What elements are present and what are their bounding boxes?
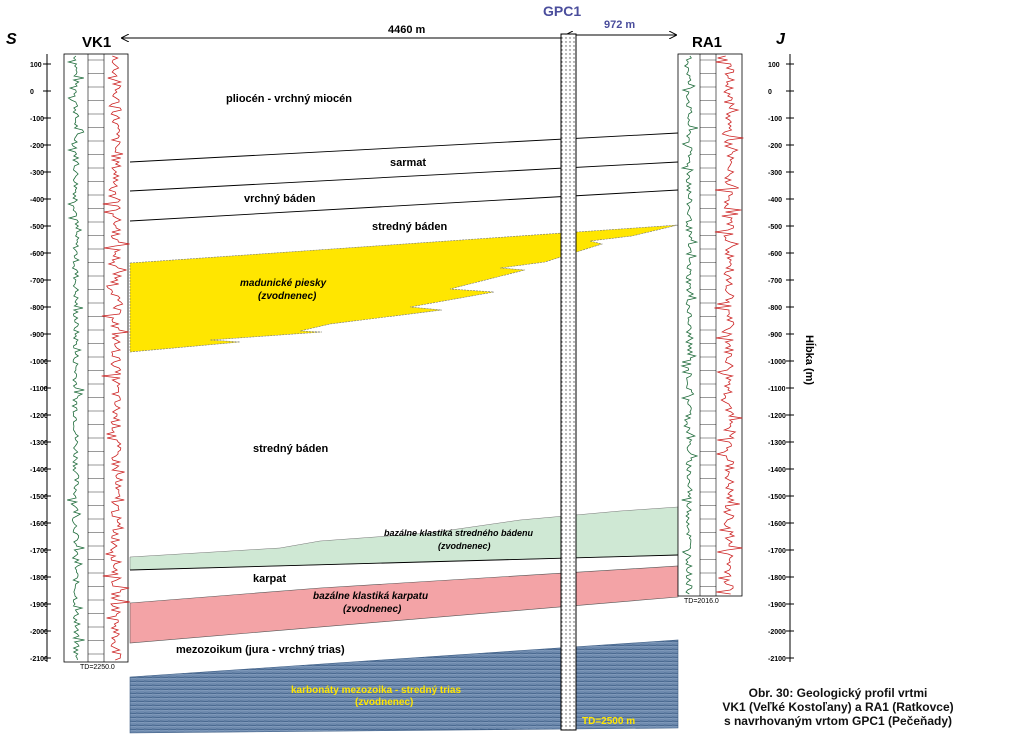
depth-tick-label: -1700 xyxy=(768,548,786,555)
label-madunice-1: madunické piesky xyxy=(240,278,327,289)
label-basal-baden-1: bazálne klastiká stredného bádenu xyxy=(384,528,534,538)
depth-axis-right: 100 0 -100 -200 -300 -400 -500 -600 -700 -800 -900… xyxy=(768,54,794,663)
ra1-td-label: TD=2016.0 xyxy=(684,598,719,605)
depth-tick-label: -1200 xyxy=(30,413,48,420)
depth-tick-label: -1200 xyxy=(768,413,786,420)
south-label: J xyxy=(776,31,786,48)
label-upper-baden: vrchný báden xyxy=(244,193,316,205)
depth-tick-label: -2000 xyxy=(30,629,48,636)
depth-tick-label: -500 xyxy=(30,224,44,231)
caption-line-3: s navrhovaným vrtom GPC1 (Pečeňady) xyxy=(723,714,953,728)
carbonates-body xyxy=(129,639,679,734)
depth-tick-label: 100 xyxy=(768,62,780,69)
label-carbonates-2: (zvodnenec) xyxy=(355,697,413,708)
label-sarmat: sarmat xyxy=(390,157,426,169)
depth-axis-left: 100 0 -100 -200 -300 -400 -500 -600 -700 -800 -900… xyxy=(30,54,51,663)
basal-karpat-clastics xyxy=(129,565,679,644)
gpc1-well-column xyxy=(560,33,577,731)
depth-tick-label: -200 xyxy=(768,143,782,150)
depth-tick-label: -200 xyxy=(30,143,44,150)
distance-label-right: 972 m xyxy=(604,19,635,31)
basal-baden-clastics xyxy=(129,506,679,571)
boundary-upper-baden-top xyxy=(129,161,679,192)
label-karpat: karpat xyxy=(253,573,286,585)
vk1-resistivity-log xyxy=(101,55,131,661)
depth-tick-label: -900 xyxy=(768,332,782,339)
depth-tick-label: -1700 xyxy=(30,548,48,555)
label-basal-karpat-1: bazálne klastiká karpatu xyxy=(313,591,428,602)
well-label-vk1: VK1 xyxy=(82,34,111,51)
boundary-middle-baden-top xyxy=(129,189,679,222)
boundary-sarmat-top xyxy=(129,132,679,163)
label-middle-baden: stredný báden xyxy=(253,443,328,455)
depth-tick-label: -1100 xyxy=(768,386,786,393)
depth-tick-label: -500 xyxy=(768,224,782,231)
boundary-karpat-top xyxy=(129,554,679,571)
depth-tick-label: -1600 xyxy=(768,521,786,528)
well-label-gpc1: GPC1 xyxy=(543,3,581,19)
figure-caption: Obr. 30: Geologický profil vrtmi VK1 (Ve… xyxy=(668,686,1008,728)
depth-tick-label: -300 xyxy=(768,170,782,177)
ra1-sp-log xyxy=(680,55,699,595)
depth-tick-label: -1900 xyxy=(768,602,786,609)
label-madunice-2: (zvodnenec) xyxy=(258,291,317,302)
depth-tick-label: 0 xyxy=(30,89,34,96)
depth-tick-label: -1600 xyxy=(30,521,48,528)
caption-line-1: Obr. 30: Geologický profil vrtmi xyxy=(748,686,928,700)
depth-tick-label: -1500 xyxy=(30,494,48,501)
vk1-log-panel xyxy=(63,53,131,663)
unit-labels: pliocén - vrchný miocén sarmat vrchný bá… xyxy=(176,93,534,708)
depth-axis-title: Hĺbka (m) xyxy=(803,335,817,385)
depth-tick-label: -1300 xyxy=(30,440,48,447)
depth-tick-label: -1500 xyxy=(768,494,786,501)
depth-tick-label: -800 xyxy=(768,305,782,312)
depth-tick-label: -2000 xyxy=(768,629,786,636)
depth-tick-label: -1400 xyxy=(30,467,48,474)
depth-tick-label: -300 xyxy=(30,170,44,177)
depth-tick-label: -1100 xyxy=(30,386,48,393)
label-basal-karpat-2: (zvodnenec) xyxy=(343,604,402,615)
north-label: S xyxy=(6,31,17,48)
depth-tick-label: -1900 xyxy=(30,602,48,609)
depth-tick-label: -1000 xyxy=(768,359,786,366)
depth-tick-label: -1000 xyxy=(30,359,48,366)
depth-tick-label: -900 xyxy=(30,332,44,339)
well-label-ra1: RA1 xyxy=(692,34,722,51)
label-middle-baden-top: stredný báden xyxy=(372,221,447,233)
depth-tick-label: 0 xyxy=(768,89,772,96)
vk1-td-label: TD=2250.0 xyxy=(80,664,115,671)
depth-tick-label: -1800 xyxy=(30,575,48,582)
ra1-log-panel xyxy=(677,53,744,597)
label-pliocene: pliocén - vrchný miocén xyxy=(226,93,352,105)
ra1-resistivity-log xyxy=(714,55,744,595)
depth-tick-label: -1800 xyxy=(768,575,786,582)
depth-tick-label: -700 xyxy=(30,278,44,285)
gpc1-td-label: TD=2500 m xyxy=(582,716,635,727)
distance-label-total: 4460 m xyxy=(388,24,426,36)
depth-tick-label: -2100 xyxy=(768,656,786,663)
depth-tick-label: -400 xyxy=(768,197,782,204)
depth-tick-label: -600 xyxy=(30,251,44,258)
label-carbonates-1: karbonáty mezozoika - stredný trias xyxy=(291,685,461,696)
depth-tick-label: -100 xyxy=(768,116,782,123)
caption-line-2: VK1 (Veľké Kostoľany) a RA1 (Ratkovce) xyxy=(722,700,954,714)
boundary-lines xyxy=(129,132,679,222)
depth-tick-label: -100 xyxy=(30,116,44,123)
depth-tick-label: -1400 xyxy=(768,467,786,474)
depth-tick-label: -600 xyxy=(768,251,782,258)
depth-tick-label: -1300 xyxy=(768,440,786,447)
madunice-sands-body xyxy=(129,224,679,353)
label-mesozoic: mezozoikum (jura - vrchný trias) xyxy=(176,644,345,656)
depth-tick-label: -400 xyxy=(30,197,44,204)
vk1-sp-log xyxy=(66,55,85,661)
depth-tick-label: -700 xyxy=(768,278,782,285)
depth-tick-label: -2100 xyxy=(30,656,48,663)
depth-tick-label: 100 xyxy=(30,62,42,69)
depth-tick-label: -800 xyxy=(30,305,44,312)
label-basal-baden-2: (zvodnenec) xyxy=(438,541,491,551)
